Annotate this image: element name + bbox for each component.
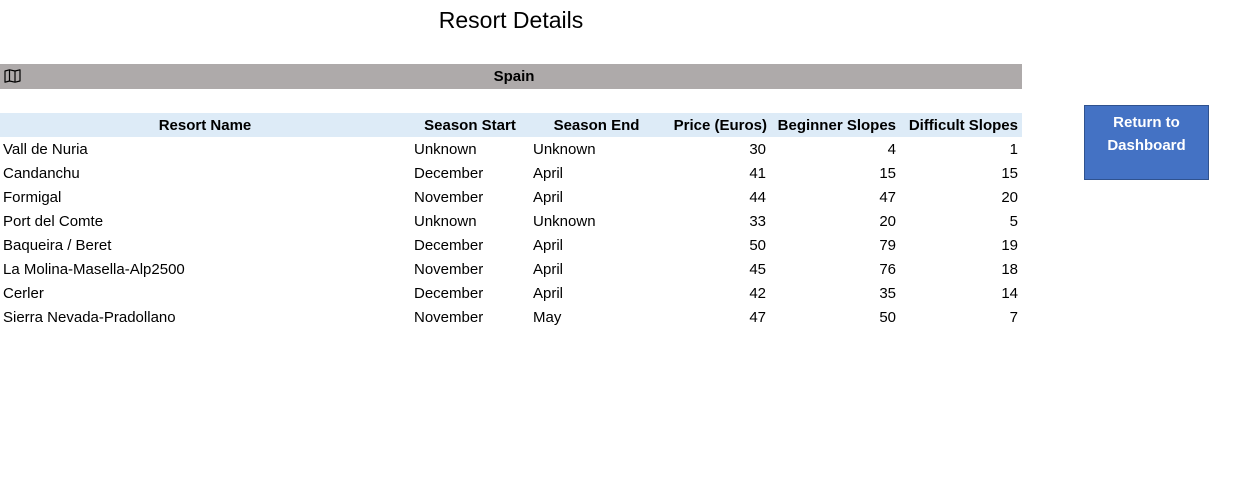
cell-difficult-slopes: 15 [1001, 165, 1018, 182]
cell-resort-name: Vall de Nuria [3, 141, 88, 158]
cell-resort-name: Port del Comte [3, 213, 104, 230]
cell-resort-name: Baqueira / Beret [3, 237, 112, 254]
return-button-label-line2: Dashboard [1107, 137, 1186, 154]
country-name: Spain [493, 68, 535, 85]
cell-difficult-slopes: 20 [1001, 189, 1018, 206]
cell-beginner-slopes: 50 [879, 309, 896, 326]
cell-season-start: November [414, 189, 484, 206]
table-row: Sierra Nevada-Pradollano November May 47… [0, 305, 1022, 329]
cell-season-start: November [414, 309, 484, 326]
cell-beginner-slopes: 79 [879, 237, 896, 254]
cell-difficult-slopes: 19 [1001, 237, 1018, 254]
cell-resort-name: Sierra Nevada-Pradollano [3, 309, 176, 326]
cell-season-end: April [533, 165, 564, 182]
header-difficult-slopes: Difficult Slopes [908, 117, 1018, 134]
cell-season-start: December [414, 285, 484, 302]
header-price: Price (Euros) [673, 117, 767, 134]
cell-difficult-slopes: 14 [1001, 285, 1018, 302]
cell-difficult-slopes: 5 [1009, 213, 1018, 230]
cell-price: 50 [749, 237, 766, 254]
cell-season-end: April [533, 237, 564, 254]
table-row: La Molina-Masella-Alp2500 November April… [0, 257, 1022, 281]
table-row: Formigal November April 44 47 20 [0, 185, 1022, 209]
cell-season-end: April [533, 285, 564, 302]
cell-price: 42 [749, 285, 766, 302]
cell-beginner-slopes: 20 [879, 213, 896, 230]
cell-price: 47 [749, 309, 766, 326]
header-beginner-slopes: Beginner Slopes [777, 117, 896, 134]
cell-difficult-slopes: 7 [1009, 309, 1018, 326]
country-bar: Spain [0, 64, 1022, 89]
cell-season-end: Unknown [533, 141, 596, 158]
header-season-start: Season Start [424, 117, 516, 134]
table-row: Cerler December April 42 35 14 [0, 281, 1022, 305]
cell-resort-name: La Molina-Masella-Alp2500 [3, 261, 185, 278]
cell-price: 44 [749, 189, 766, 206]
cell-price: 41 [749, 165, 766, 182]
cell-season-end: April [533, 189, 564, 206]
cell-price: 30 [749, 141, 766, 158]
cell-season-end: April [533, 261, 564, 278]
cell-beginner-slopes: 76 [879, 261, 896, 278]
cell-season-start: December [414, 165, 484, 182]
table-body: Vall de Nuria Unknown Unknown 30 4 1 Can… [0, 137, 1022, 329]
cell-resort-name: Cerler [3, 285, 44, 302]
map-icon [4, 69, 21, 83]
table-header: Resort Name Season Start Season End Pric… [0, 113, 1022, 137]
header-season-end: Season End [553, 117, 640, 134]
table-row: Port del Comte Unknown Unknown 33 20 5 [0, 209, 1022, 233]
cell-beginner-slopes: 4 [887, 141, 896, 158]
table-row: Candanchu December April 41 15 15 [0, 161, 1022, 185]
cell-beginner-slopes: 47 [879, 189, 896, 206]
cell-season-start: Unknown [414, 141, 477, 158]
table-row: Baqueira / Beret December April 50 79 19 [0, 233, 1022, 257]
page-title: Resort Details [438, 7, 584, 33]
cell-resort-name: Candanchu [3, 165, 80, 182]
cell-season-start: Unknown [414, 213, 477, 230]
cell-difficult-slopes: 18 [1001, 261, 1018, 278]
cell-price: 45 [749, 261, 766, 278]
header-resort-name: Resort Name [158, 117, 252, 134]
cell-resort-name: Formigal [3, 189, 62, 206]
return-to-dashboard-button[interactable]: Return to Dashboard [1084, 105, 1209, 180]
table-row: Vall de Nuria Unknown Unknown 30 4 1 [0, 137, 1022, 161]
cell-price: 33 [749, 213, 766, 230]
cell-beginner-slopes: 35 [879, 285, 896, 302]
cell-season-end: Unknown [533, 213, 596, 230]
cell-season-start: November [414, 261, 484, 278]
cell-difficult-slopes: 1 [1009, 141, 1018, 158]
cell-season-start: December [414, 237, 484, 254]
cell-beginner-slopes: 15 [879, 165, 896, 182]
return-button-label-line1: Return to [1113, 114, 1180, 131]
cell-season-end: May [533, 309, 562, 326]
